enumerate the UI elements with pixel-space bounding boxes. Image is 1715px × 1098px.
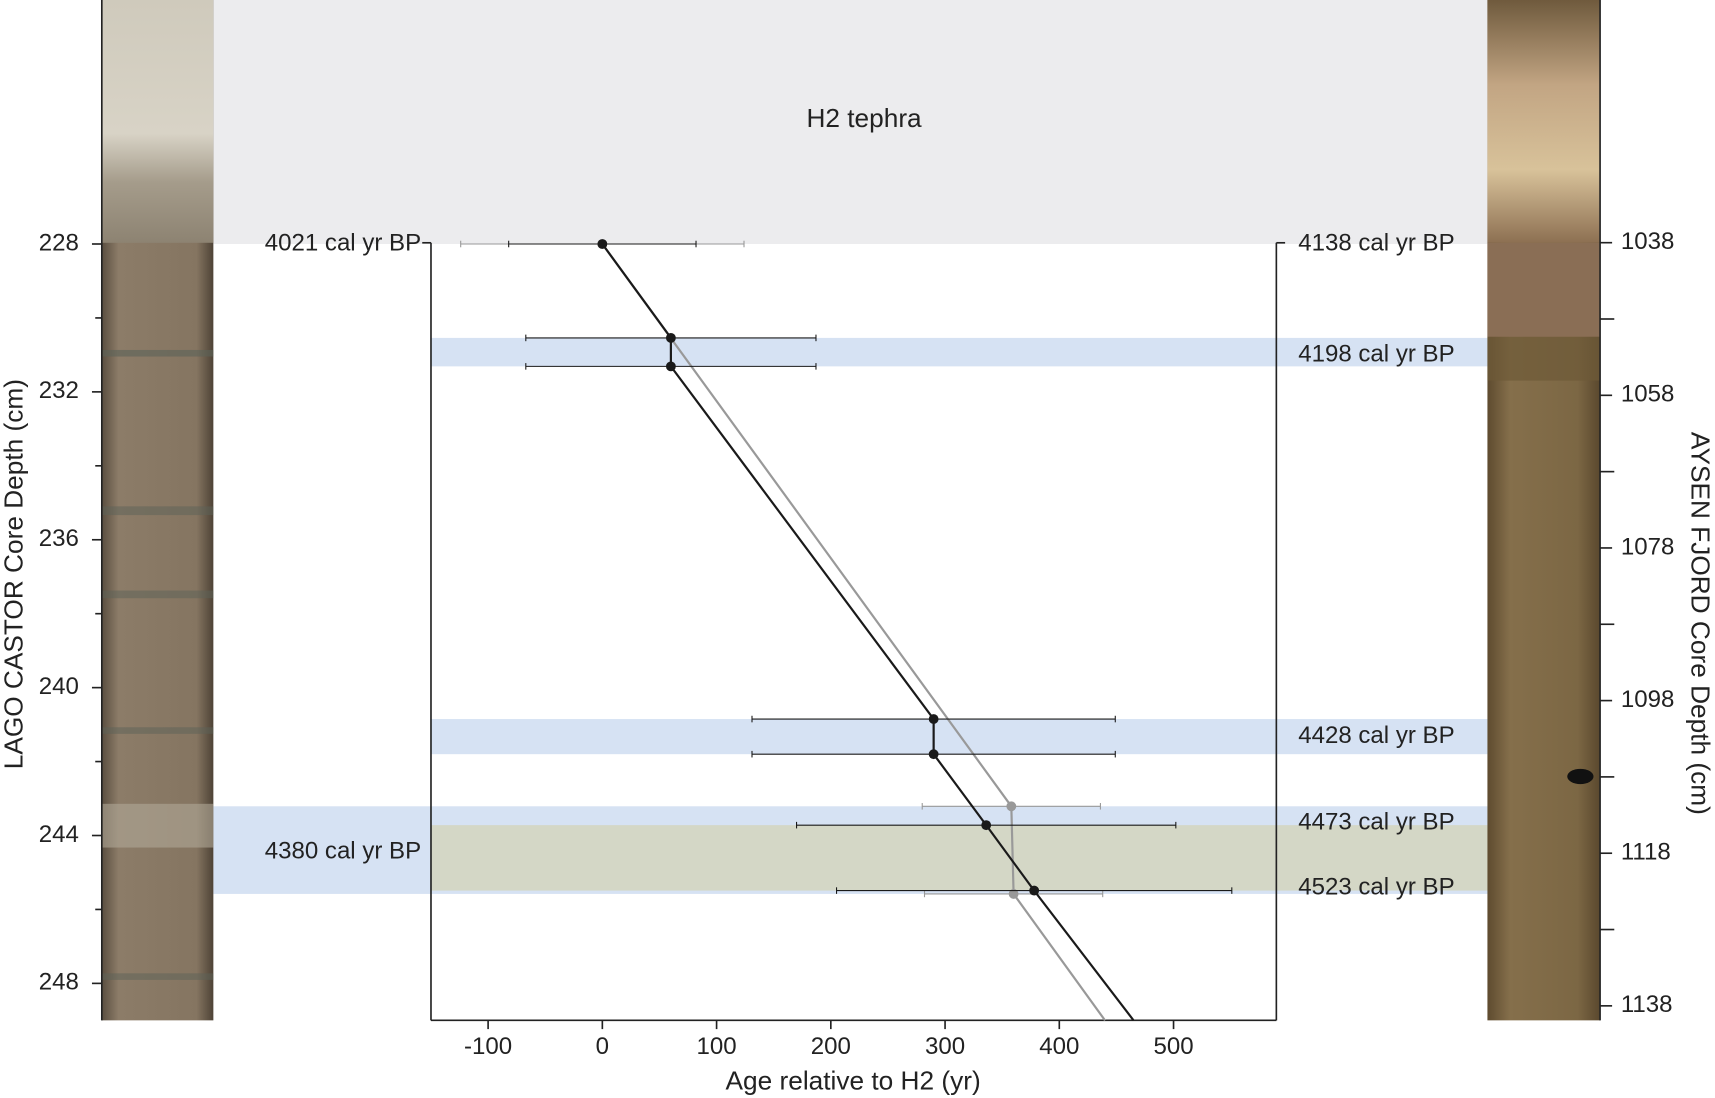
core-stripe <box>101 349 214 357</box>
band <box>430 719 1488 755</box>
core-stripe <box>101 590 214 599</box>
bands <box>213 0 1488 894</box>
age-label: 4138 cal yr BP <box>1298 229 1454 256</box>
x-tick-label: 400 <box>1039 1033 1079 1060</box>
x-tick-label: -100 <box>464 1033 512 1060</box>
core-stripe <box>1487 336 1601 381</box>
core-photo <box>1487 0 1601 243</box>
age-label: 4428 cal yr BP <box>1298 722 1454 749</box>
x-tick-label: 300 <box>925 1033 965 1060</box>
y2-tick-label: 1098 <box>1621 686 1675 713</box>
age-label: 4021 cal yr BP <box>265 229 421 256</box>
core-stripe <box>101 803 214 848</box>
point <box>1006 801 1017 812</box>
y-tick-label: 228 <box>39 229 79 256</box>
point <box>1008 888 1019 899</box>
band <box>213 0 1488 244</box>
age-label: 4473 cal yr BP <box>1298 808 1454 835</box>
core-photo <box>1487 242 1601 337</box>
point <box>928 714 939 724</box>
y-tick-label: 248 <box>39 969 79 996</box>
y2-tick-label: 1078 <box>1621 533 1675 560</box>
x-tick-label: 200 <box>811 1033 851 1060</box>
age-label: 4198 cal yr BP <box>1298 340 1454 367</box>
x-tick-label: 500 <box>1153 1033 1193 1060</box>
core-stripe <box>101 506 214 516</box>
core-clast <box>1567 768 1594 785</box>
y2-tick-label: 1058 <box>1621 381 1675 408</box>
point <box>665 332 676 343</box>
point <box>928 749 939 760</box>
point <box>597 239 608 249</box>
plot-frame <box>100 0 1601 1022</box>
y2-tick-label: 1118 <box>1621 839 1671 866</box>
age-label: 4523 cal yr BP <box>1298 874 1454 901</box>
series-line <box>601 243 1106 1021</box>
x-tick-label: 0 <box>596 1033 609 1060</box>
core-stripe <box>101 973 214 980</box>
point <box>1029 885 1040 896</box>
y2-tick-label: 1138 <box>1621 991 1673 1018</box>
band-label: H2 tephra <box>806 103 922 133</box>
y-tick-label: 232 <box>39 377 79 404</box>
left-core-image <box>101 0 214 1021</box>
band <box>430 825 1488 891</box>
point <box>981 820 992 831</box>
band <box>430 337 1488 367</box>
y-tick-label: 244 <box>39 821 79 848</box>
y-axis-label: LAGO CASTOR Core Depth (cm) <box>0 379 28 769</box>
y-tick-label: 240 <box>39 673 79 700</box>
point <box>665 361 676 372</box>
core-stripe <box>101 727 214 734</box>
x-tick-label: 100 <box>697 1033 737 1060</box>
core-photo <box>101 0 214 243</box>
y2-tick-label: 1038 <box>1621 228 1675 255</box>
x-axis-label: Age relative to H2 (yr) <box>726 1066 981 1096</box>
right-core-image <box>1487 0 1601 1021</box>
y-tick-label: 236 <box>39 525 79 552</box>
age-label: 4380 cal yr BP <box>265 838 421 865</box>
y2-axis-label: AYSEN FJORD Core Depth (cm) <box>1686 432 1715 815</box>
